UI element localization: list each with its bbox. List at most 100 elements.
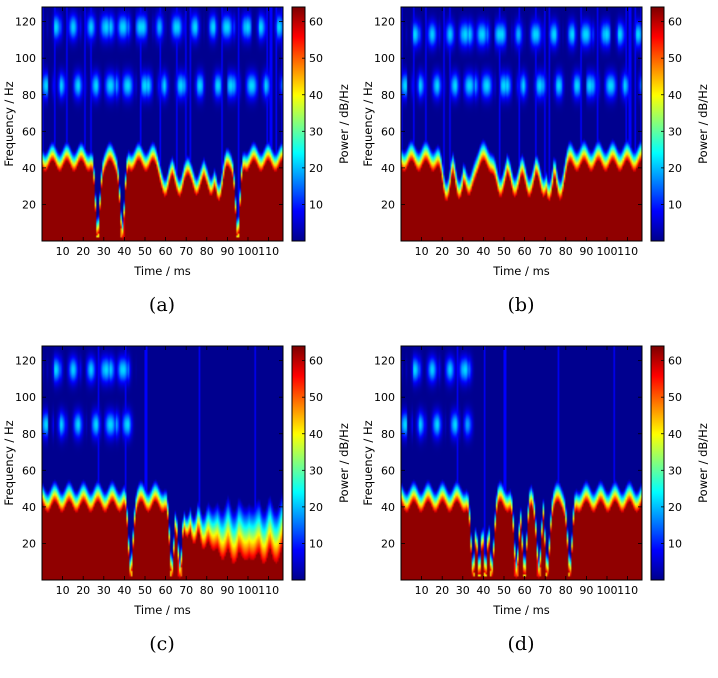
y-tick-label: 60 — [22, 125, 36, 138]
plot-frame — [400, 6, 643, 242]
y-tick-label: 80 — [22, 428, 36, 441]
x-tick-label: 110 — [617, 245, 638, 258]
x-tick-label: 90 — [220, 245, 234, 258]
x-tick-label: 80 — [200, 245, 214, 258]
y-axis-label: Frequency / Hz — [361, 420, 375, 505]
colorbar-tick-label: 50 — [309, 52, 323, 65]
x-tick-label: 60 — [518, 584, 532, 597]
x-tick-label: 110 — [617, 584, 638, 597]
y-tick-label: 80 — [381, 89, 395, 102]
x-tick-label: 110 — [258, 245, 279, 258]
colorbar-tick-label: 60 — [668, 355, 682, 368]
colorbar — [292, 7, 305, 241]
colorbar-tick-label: 10 — [309, 537, 323, 550]
y-tick-label: 120 — [374, 16, 395, 29]
x-axis-label: Time / ms — [492, 264, 550, 278]
colorbar-tick-label: 20 — [309, 162, 323, 175]
panel-caption: (a) — [149, 294, 175, 316]
plot-frame — [41, 345, 284, 581]
x-tick-label: 40 — [117, 584, 131, 597]
colorbar-tick-label: 20 — [309, 501, 323, 514]
colorbar — [292, 346, 305, 580]
colorbar — [651, 7, 664, 241]
y-tick-label: 20 — [22, 198, 36, 211]
colorbar-label: Power / dB/Hz — [337, 84, 351, 164]
colorbar-tick-label: 40 — [668, 89, 682, 102]
y-tick-label: 40 — [22, 501, 36, 514]
panel-caption: (d) — [508, 633, 535, 655]
y-tick-label: 60 — [381, 464, 395, 477]
y-tick-label: 120 — [15, 355, 36, 368]
colorbar-tick-label: 40 — [668, 428, 682, 441]
colorbar-tick-label: 40 — [309, 428, 323, 441]
y-tick-label: 60 — [22, 464, 36, 477]
y-tick-label: 20 — [22, 537, 36, 550]
y-tick-label: 100 — [374, 52, 395, 65]
colorbar-tick-label: 10 — [668, 537, 682, 550]
x-tick-label: 10 — [56, 584, 70, 597]
x-tick-label: 40 — [476, 584, 490, 597]
spectrogram-svg: 10 20 30 40 50 60 70 80 90 100 11020406080100120Ti… — [2, 6, 351, 316]
y-axis-label: Frequency / Hz — [2, 420, 16, 505]
colorbar-frame — [650, 6, 665, 242]
spectrogram-panel: 10 20 30 40 50 60 70 80 90 100 110 20 40 60 80 100 120 Ti… — [359, 0, 718, 339]
colorbar-tick-label: 60 — [668, 16, 682, 29]
y-tick-label: 120 — [15, 16, 36, 29]
spectrogram-heatmap — [42, 7, 283, 241]
plot-frame — [41, 6, 284, 242]
x-tick-label: 20 — [435, 584, 449, 597]
spectrogram-panel: 10 20 30 40 50 60 70 80 90 100 110 20 40 60 80 100 120 Ti… — [0, 0, 359, 339]
x-tick-label: 10 — [56, 245, 70, 258]
x-tick-label: 40 — [476, 245, 490, 258]
plot-frame — [400, 345, 643, 581]
y-axis-label: Frequency / Hz — [361, 81, 375, 166]
x-tick-label: 30 — [456, 584, 470, 597]
colorbar-tick-label: 50 — [668, 391, 682, 404]
x-tick-label: 50 — [138, 245, 152, 258]
colorbar-tick-label: 20 — [668, 501, 682, 514]
x-tick-label: 100 — [596, 584, 617, 597]
spectrogram-panel: 10 20 30 40 50 60 70 80 90 100 110 20 40 60 80 100 120 Ti… — [359, 339, 718, 678]
y-axis-label: Frequency / Hz — [2, 81, 16, 166]
colorbar-label: Power / dB/Hz — [696, 423, 710, 503]
x-tick-label: 100 — [237, 584, 258, 597]
colorbar-label: Power / dB/Hz — [337, 423, 351, 503]
x-tick-label: 90 — [220, 584, 234, 597]
x-tick-label: 70 — [179, 584, 193, 597]
x-tick-label: 110 — [258, 584, 279, 597]
spectrogram-heatmap — [401, 346, 642, 580]
x-tick-label: 60 — [518, 245, 532, 258]
colorbar-tick-label: 30 — [309, 125, 323, 138]
y-tick-label: 40 — [381, 162, 395, 175]
y-tick-label: 80 — [381, 428, 395, 441]
x-tick-label: 10 — [415, 584, 429, 597]
x-tick-label: 20 — [76, 584, 90, 597]
x-axis-label: Time / ms — [133, 603, 191, 617]
x-tick-label: 60 — [159, 245, 173, 258]
colorbar-tick-label: 60 — [309, 355, 323, 368]
x-tick-label: 90 — [579, 245, 593, 258]
spectrogram-svg: 10 20 30 40 50 60 70 80 90 100 11020406080100120Ti… — [361, 345, 710, 655]
spectrogram-svg: 10 20 30 40 50 60 70 80 90 100 11020406080100120Ti… — [361, 6, 710, 316]
x-tick-label: 30 — [456, 245, 470, 258]
colorbar-tick-label: 50 — [309, 391, 323, 404]
x-tick-label: 40 — [117, 245, 131, 258]
x-tick-label: 70 — [538, 584, 552, 597]
x-tick-label: 80 — [559, 584, 573, 597]
colorbar-tick-label: 10 — [668, 198, 682, 211]
x-tick-label: 50 — [497, 245, 511, 258]
x-tick-label: 60 — [159, 584, 173, 597]
x-tick-label: 90 — [579, 584, 593, 597]
x-tick-label: 10 — [415, 245, 429, 258]
colorbar-tick-label: 10 — [309, 198, 323, 211]
x-tick-label: 20 — [435, 245, 449, 258]
colorbar-tick-label: 50 — [668, 52, 682, 65]
colorbar-tick-label: 20 — [668, 162, 682, 175]
panel-caption: (b) — [508, 294, 535, 316]
colorbar-frame — [650, 345, 665, 581]
y-tick-label: 100 — [374, 391, 395, 404]
x-tick-label: 30 — [97, 584, 111, 597]
y-tick-label: 40 — [381, 501, 395, 514]
x-axis-label: Time / ms — [133, 264, 191, 278]
x-tick-label: 80 — [559, 245, 573, 258]
